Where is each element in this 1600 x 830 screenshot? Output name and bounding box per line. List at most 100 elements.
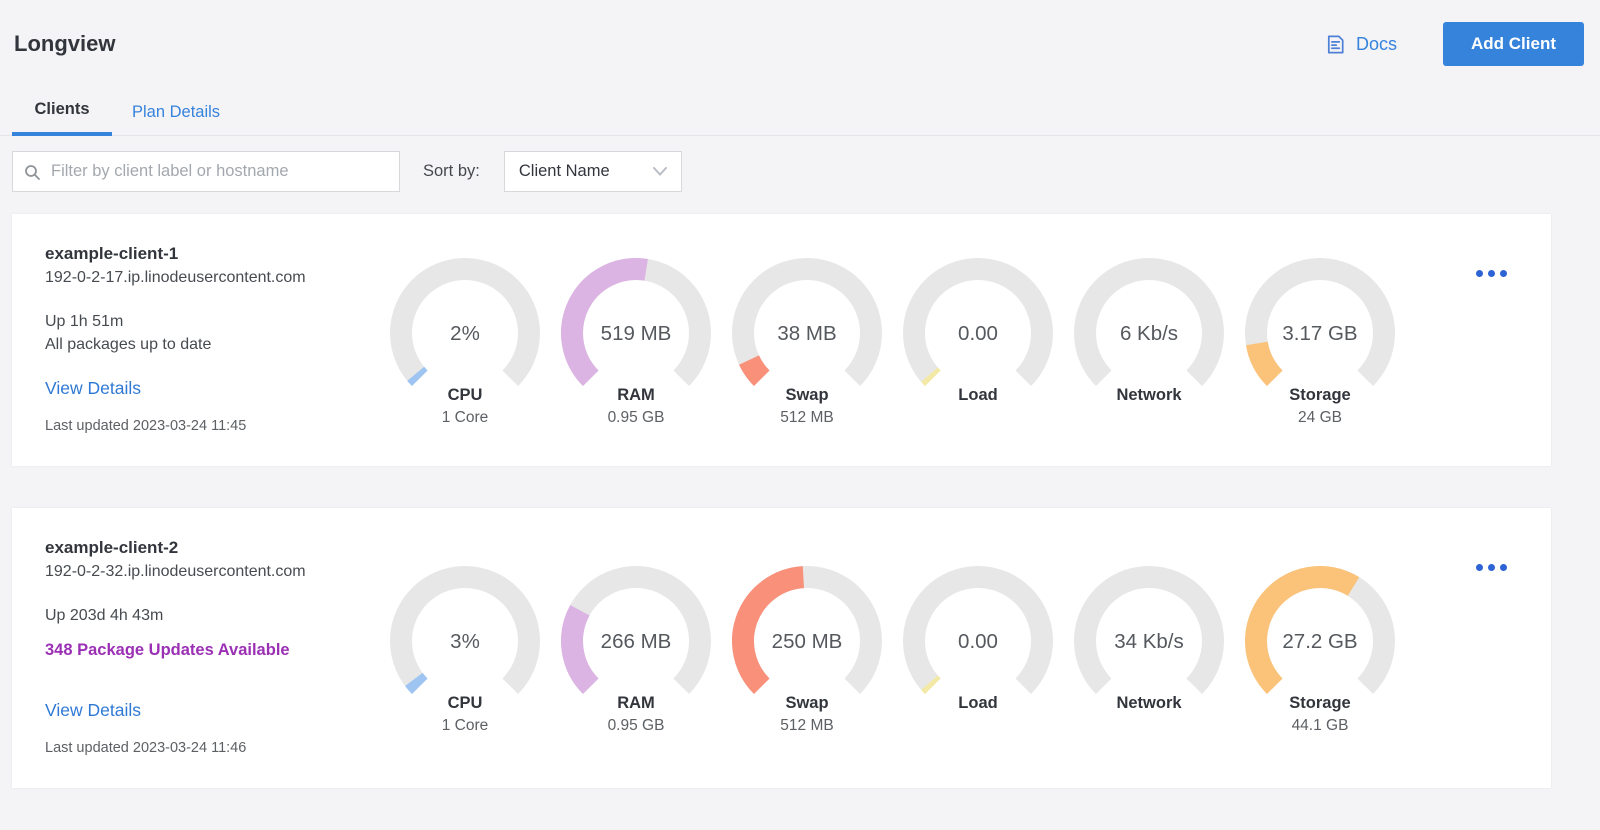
gauge-fill-arc [921, 674, 941, 694]
search-icon [23, 163, 41, 181]
gauge-ram: 519 MB RAM 0.95 GB [561, 257, 711, 427]
client-info: example-client-2 192-0-2-32.ip.linodeuse… [45, 538, 390, 756]
gauge-fill-arc [732, 565, 805, 694]
gauge-sublabel: 24 GB [1298, 408, 1342, 426]
dot-icon [1488, 564, 1495, 571]
gauge-metric-label: Swap [785, 693, 829, 712]
gauge-track-arc [390, 257, 540, 386]
gauge-fill-arc [405, 672, 428, 694]
header-actions: Docs Add Client [1324, 22, 1584, 66]
gauge-cpu: 3% CPU 1 Core [390, 565, 540, 735]
gauge-sublabel: 1 Core [441, 716, 489, 734]
gauge-sublabel: 0.95 GB [607, 408, 665, 426]
client-card: example-client-2 192-0-2-32.ip.linodeuse… [12, 508, 1551, 788]
gauge-ram: 266 MB RAM 0.95 GB [561, 565, 711, 735]
client-card: example-client-1 192-0-2-17.ip.linodeuse… [12, 214, 1551, 466]
gauge-value: 3.17 GB [1282, 322, 1357, 345]
toolbar: Sort by: Client Name [12, 151, 1588, 192]
chevron-down-icon [652, 167, 667, 176]
gauge-network: 6 Kb/s Network [1074, 257, 1224, 427]
page-header: Longview Docs Add Client [0, 0, 1600, 66]
gauge-value: 0.00 [958, 322, 998, 345]
gauge-cpu: 2% CPU 1 Core [390, 257, 540, 427]
client-list: example-client-1 192-0-2-17.ip.linodeuse… [12, 214, 1551, 788]
gauge-sublabel: 0.95 GB [607, 716, 665, 734]
gauge-track-arc [732, 257, 882, 386]
view-details-link[interactable]: View Details [45, 700, 141, 720]
gauge-track-arc [903, 565, 1053, 694]
gauge-track-arc [1074, 257, 1224, 386]
gauge-value: 266 MB [601, 630, 672, 653]
filter-search-box[interactable] [12, 151, 400, 192]
sort-select-value: Client Name [518, 162, 610, 180]
dot-icon [1500, 270, 1507, 277]
gauge-value: 3% [450, 630, 480, 653]
tab-plan-details[interactable]: Plan Details [132, 103, 221, 121]
gauge-value: 519 MB [601, 322, 672, 345]
gauge-value: 6 Kb/s [1120, 322, 1178, 345]
gauge-load: 0.00 Load [903, 257, 1053, 427]
client-info: example-client-1 192-0-2-17.ip.linodeuse… [45, 244, 390, 434]
gauge-swap: 250 MB Swap 512 MB [732, 565, 882, 735]
client-uptime: Up 1h 51m [45, 313, 124, 330]
client-hostname: 192-0-2-32.ip.linodeusercontent.com [45, 563, 306, 580]
gauge-track-arc [390, 565, 540, 694]
gauge-row: 3% CPU 1 Core 266 MB RAM 0.95 GB 250 MB Swap 512… [390, 560, 1395, 735]
tab-bar: Clients Plan Details [0, 90, 1600, 136]
gauge-fill-arc [739, 354, 770, 386]
gauge-metric-label: Storage [1289, 693, 1351, 712]
client-name: example-client-2 [45, 538, 179, 557]
gauge-swap: 38 MB Swap 512 MB [732, 257, 882, 427]
gauge-value: 27.2 GB [1282, 630, 1357, 653]
client-packages-status[interactable]: 348 Package Updates Available [45, 641, 290, 659]
client-last-updated: Last updated 2023-03-24 11:45 [45, 418, 247, 434]
gauge-metric-label: Storage [1289, 385, 1351, 404]
tab-clients[interactable]: Clients [12, 90, 112, 136]
gauge-metric-label: Load [958, 693, 998, 712]
gauge-storage: 3.17 GB Storage 24 GB [1245, 257, 1395, 427]
gauge-network: 34 Kb/s Network [1074, 565, 1224, 735]
gauge-sublabel: 1 Core [441, 408, 489, 426]
gauge-track-arc [903, 257, 1053, 386]
docs-label: Docs [1355, 33, 1397, 54]
client-last-updated: Last updated 2023-03-24 11:46 [45, 740, 247, 756]
client-packages-status: All packages up to date [45, 336, 212, 353]
gauge-metric-label: RAM [617, 385, 655, 404]
gauge-value: 34 Kb/s [1114, 630, 1184, 653]
add-client-button[interactable]: Add Client [1443, 22, 1584, 66]
gauge-value: 250 MB [772, 630, 843, 653]
sort-select[interactable]: Client Name [503, 151, 682, 192]
gauge-metric-label: CPU [447, 693, 483, 712]
view-details-link[interactable]: View Details [45, 378, 141, 398]
gauge-sublabel: 44.1 GB [1291, 716, 1349, 734]
gauge-value: 2% [450, 322, 480, 345]
docs-link[interactable]: Docs [1324, 33, 1397, 56]
gauge-track-arc [1245, 257, 1395, 386]
gauge-fill-arc [1245, 340, 1283, 386]
gauge-metric-label: Network [1116, 385, 1182, 404]
dot-icon [1476, 270, 1483, 277]
gauge-metric-label: Load [958, 385, 998, 404]
gauge-fill-arc [921, 366, 941, 386]
gauge-metric-label: Network [1116, 693, 1182, 712]
gauge-track-arc [1074, 565, 1224, 694]
gauge-metric-label: RAM [617, 693, 655, 712]
gauge-row: 2% CPU 1 Core 519 MB RAM 0.95 GB 38 MB Swap 512 … [390, 252, 1395, 427]
client-name: example-client-1 [45, 244, 179, 263]
gauge-fill-arc [561, 604, 599, 694]
dot-icon [1476, 564, 1483, 571]
filter-input[interactable] [51, 162, 389, 181]
gauge-fill-arc [407, 366, 428, 386]
gauge-value: 0.00 [958, 630, 998, 653]
actions-menu-button[interactable] [1472, 266, 1511, 281]
actions-menu-button[interactable] [1472, 560, 1511, 575]
gauge-storage: 27.2 GB Storage 44.1 GB [1245, 565, 1395, 735]
gauge-metric-label: Swap [785, 385, 829, 404]
client-hostname: 192-0-2-17.ip.linodeusercontent.com [45, 269, 306, 286]
dot-icon [1488, 270, 1495, 277]
gauge-sublabel: 512 MB [780, 716, 834, 734]
gauge-load: 0.00 Load [903, 565, 1053, 735]
gauge-metric-label: CPU [447, 385, 483, 404]
gauge-value: 38 MB [777, 322, 836, 345]
gauge-sublabel: 512 MB [780, 408, 834, 426]
